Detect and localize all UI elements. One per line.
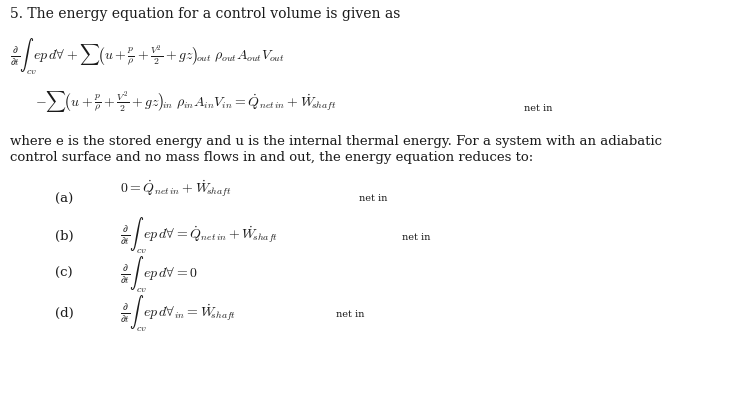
Text: $0=\dot{Q}_{net\,in}+\dot{W}_{\!\!shaft}$: $0=\dot{Q}_{net\,in}+\dot{W}_{\!\!shaft}… [120,179,231,199]
Text: $\frac{\partial}{\partial t}\int_{cv}\!ep\,d\forall=0$: $\frac{\partial}{\partial t}\int_{cv}\!e… [120,255,197,295]
Text: $\frac{\partial}{\partial t}\int_{cv}\!ep\,d\forall+\sum\!\left(u+\frac{p}{\rho}: $\frac{\partial}{\partial t}\int_{cv}\!e… [10,37,285,77]
Text: (b): (b) [55,230,73,243]
Text: $\frac{\partial}{\partial t}\int_{cv}\!ep\,d\forall=\dot{Q}_{net\,in}+\dot{W}_{\: $\frac{\partial}{\partial t}\int_{cv}\!e… [120,216,278,256]
Text: $-\sum\!\left(u+\frac{p}{\rho}+\frac{V^2}{2}+gz\right)_{\!\!in}\;\rho_{in}A_{in}: $-\sum\!\left(u+\frac{p}{\rho}+\frac{V^2… [35,89,337,114]
Text: net in: net in [402,233,430,242]
Text: net in: net in [359,194,387,203]
Text: $\frac{\partial}{\partial t}\int_{cv}\!ep\,d\forall_{in}=\dot{W}_{\!\!shaft}$: $\frac{\partial}{\partial t}\int_{cv}\!e… [120,294,236,335]
Text: where e is the stored energy and u is the internal thermal energy. For a system : where e is the stored energy and u is th… [10,135,662,148]
Text: (c): (c) [55,267,73,280]
Text: net in: net in [336,310,364,319]
Text: 5. The energy equation for a control volume is given as: 5. The energy equation for a control vol… [10,7,400,21]
Text: (a): (a) [55,193,73,206]
Text: (d): (d) [55,307,74,320]
Text: control surface and no mass flows in and out, the energy equation reduces to:: control surface and no mass flows in and… [10,151,533,164]
Text: net in: net in [524,104,552,113]
